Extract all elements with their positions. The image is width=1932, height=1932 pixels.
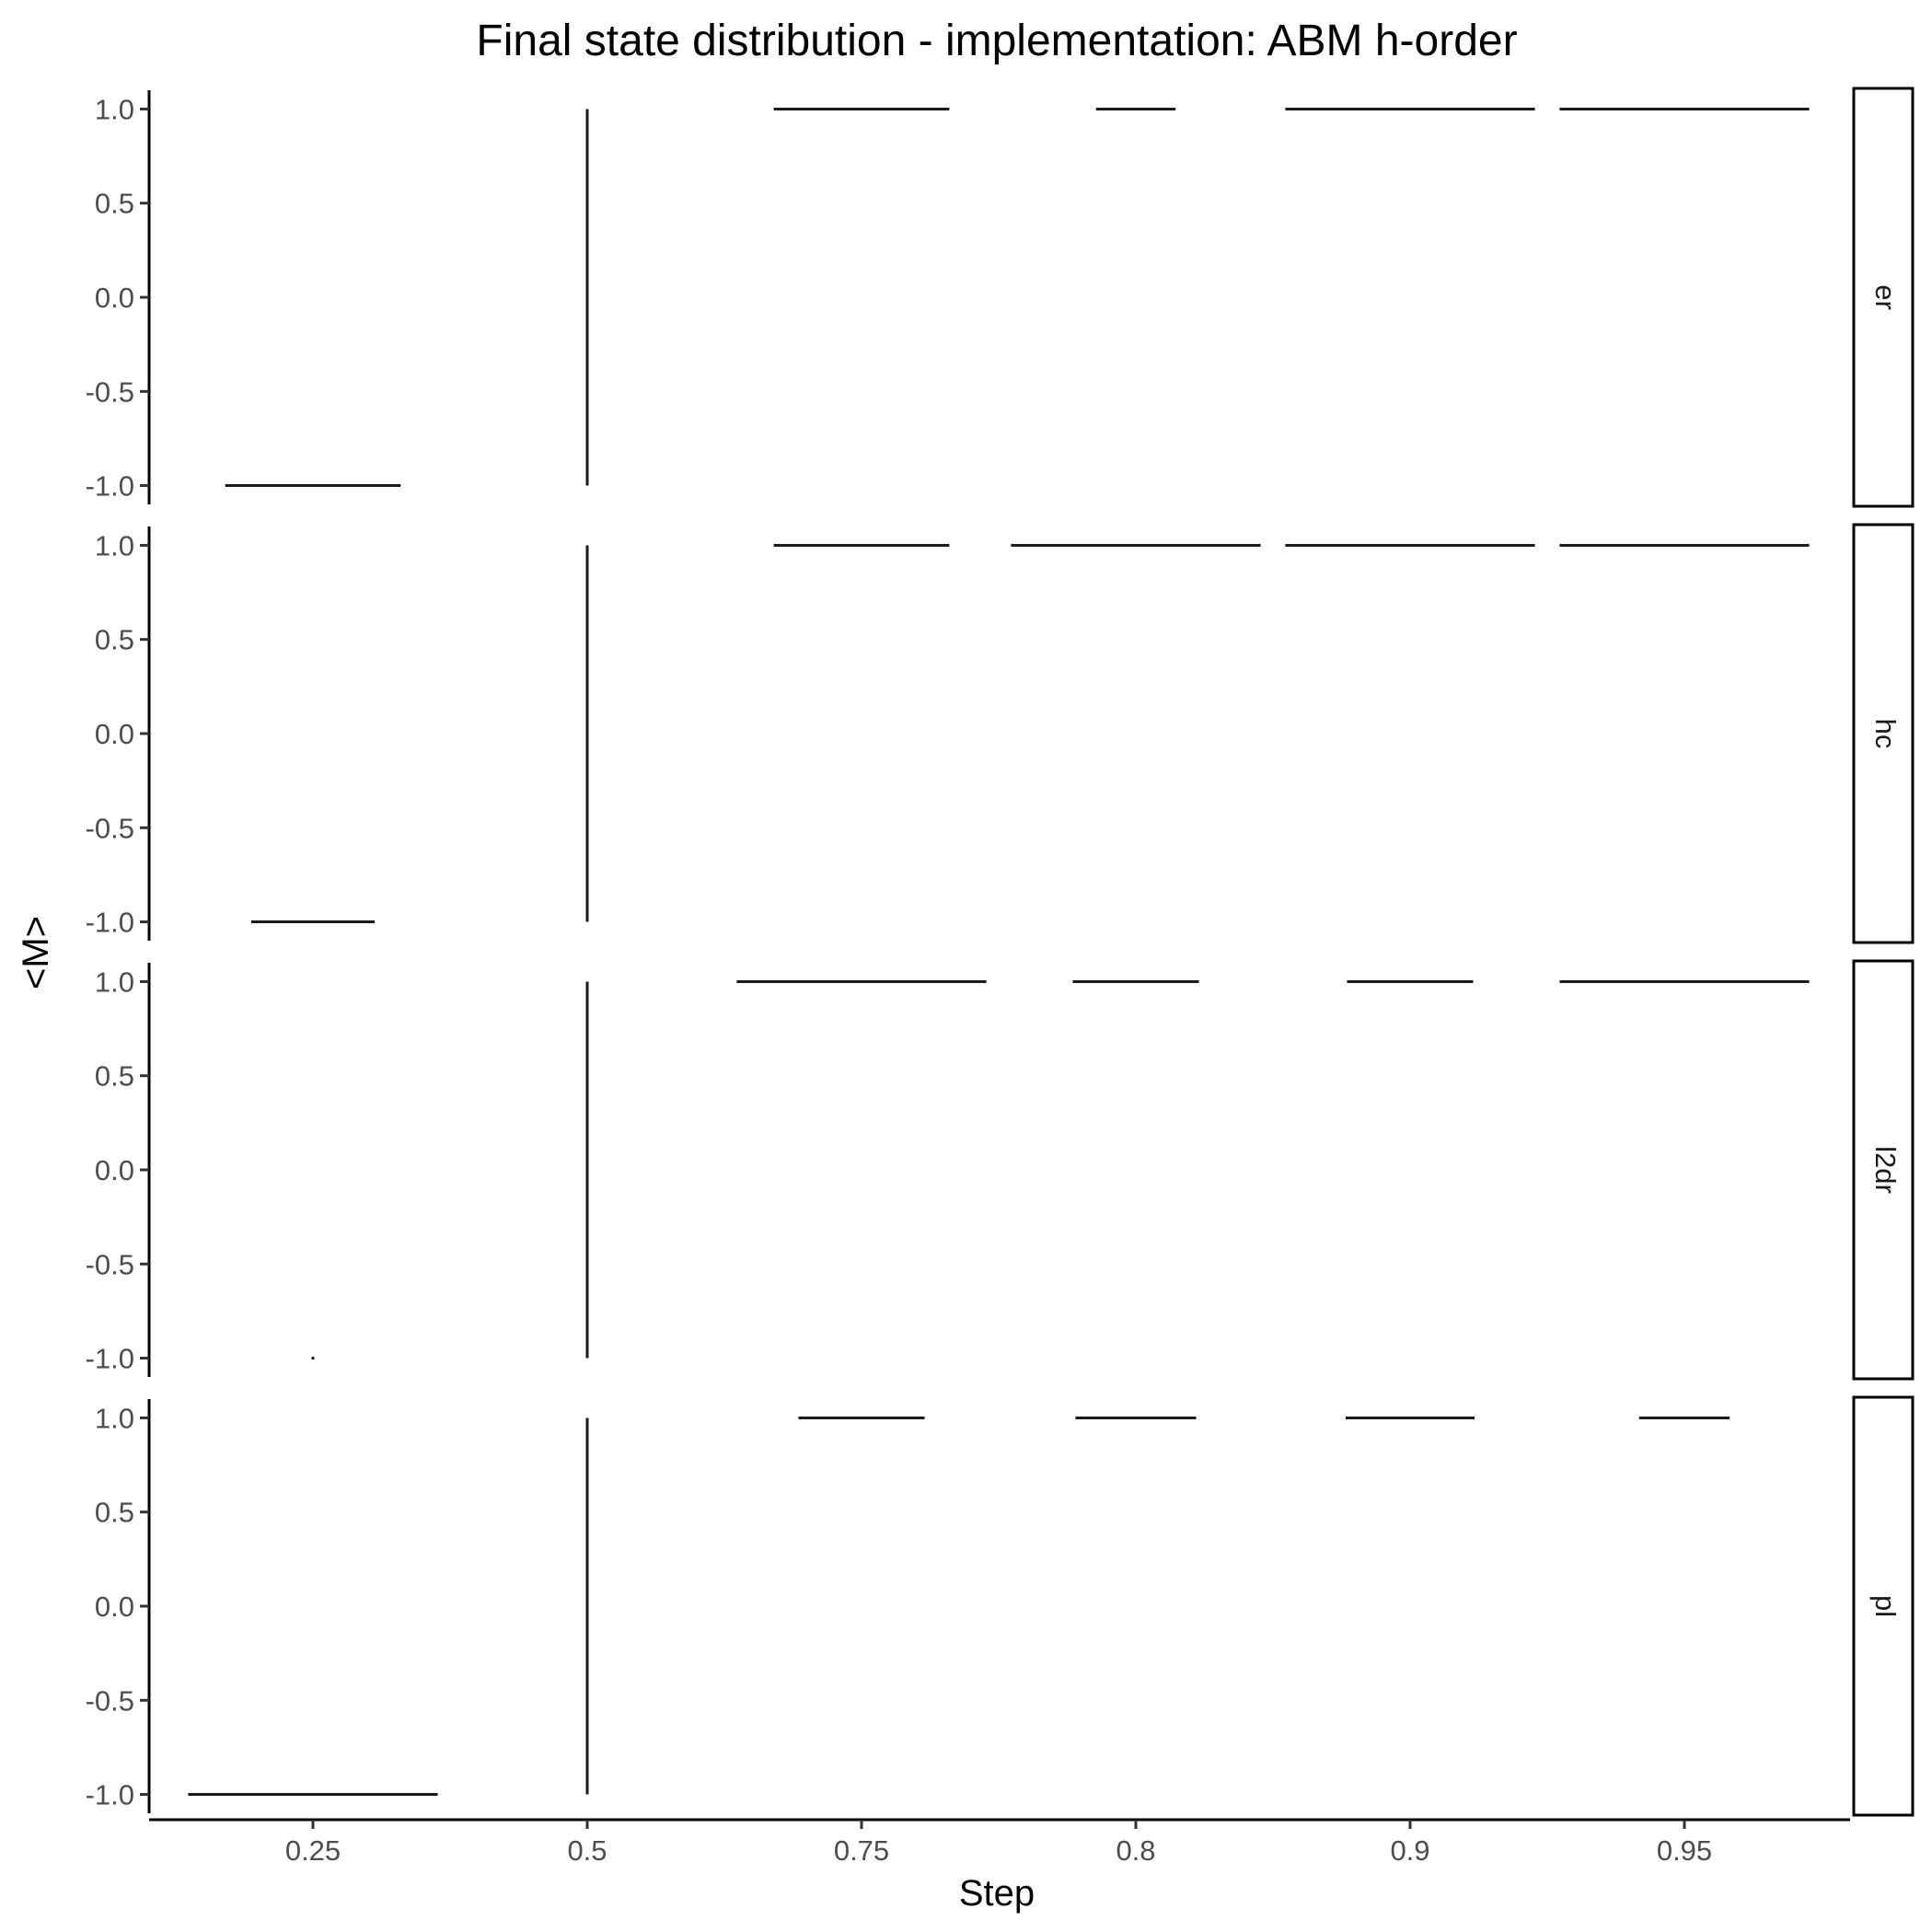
facet-strip [1852,87,1915,508]
panel-er: 1.0 0.5 0.0 -0.5 -1.0 er [86,87,1915,508]
x-tick-label: 0.75 [834,1834,889,1867]
panel-hc: 1.0 0.5 0.0 -0.5 -1.0 hc [86,523,1915,944]
facet-label: pl [1869,1595,1902,1617]
y-axis-title: <M> [16,916,56,989]
y-tick-label: 0.5 [95,188,134,220]
x-tick-label: 0.5 [567,1834,607,1867]
facet-strip [1852,1395,1915,1817]
panel-l2dr: 1.0 0.5 0.0 -0.5 -1.0 l2dr [86,959,1915,1381]
x-axis-title: Step [959,1873,1035,1914]
facet-label: hc [1869,719,1902,749]
facet-strip [1852,523,1915,944]
y-tick-label: 0.5 [95,1060,134,1093]
x-tick-label: 0.9 [1390,1834,1429,1867]
y-tick-label: -0.5 [86,1248,134,1280]
x-tick-label: 0.95 [1657,1834,1712,1867]
x-axis: 0.25 0.5 0.75 0.8 0.9 0.95 [149,1818,1850,1867]
y-tick-label: -0.5 [86,812,134,844]
y-tick-label: -1.0 [86,1343,134,1375]
y-tick-label: -0.5 [86,376,134,408]
facet-label: er [1869,284,1902,310]
y-tick-label: 0.5 [95,624,134,656]
y-tick-label: 1.0 [95,93,134,125]
y-tick-label: -1.0 [86,1779,134,1811]
facet-strip [1852,959,1915,1381]
y-tick-label: 0.0 [95,718,134,750]
y-tick-label: 0.0 [95,1154,134,1186]
facet-label: l2dr [1869,1146,1902,1194]
panel-pl: 1.0 0.5 0.0 -0.5 -1.0 pl [86,1395,1915,1817]
y-tick-label: -0.5 [86,1684,134,1717]
y-tick-label: 0.5 [95,1497,134,1529]
y-tick-label: -1.0 [86,470,134,503]
y-tick-label: 1.0 [95,1402,134,1434]
x-tick-label: 0.25 [285,1834,341,1867]
y-tick-label: 1.0 [95,529,134,561]
y-tick-label: 0.0 [95,1591,134,1623]
y-tick-label: 0.0 [95,282,134,314]
y-tick-label: -1.0 [86,907,134,939]
x-tick-label: 0.8 [1116,1834,1155,1867]
panels: 1.00.50.0-0.5-1.0er1.00.50.0-0.5-1.0hc1.… [86,87,1915,1817]
y-tick-label: 1.0 [95,966,134,998]
chart-title: Final state distribution - implementatio… [476,17,1517,65]
